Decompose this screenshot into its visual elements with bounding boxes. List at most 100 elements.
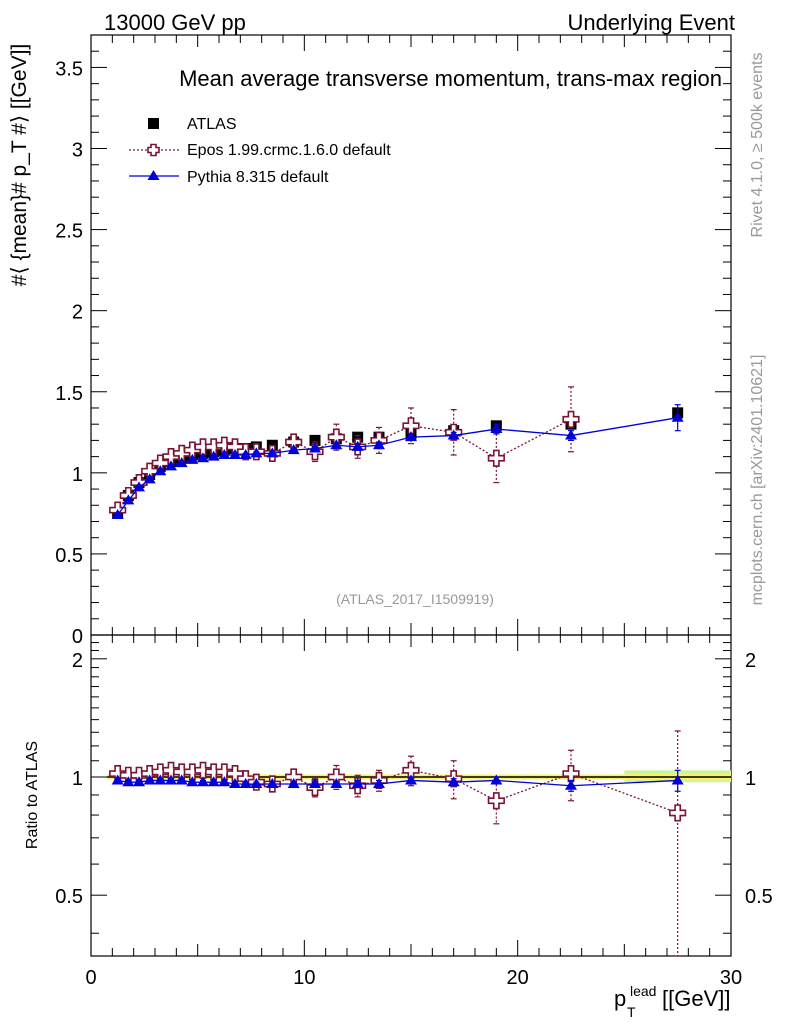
main-ytick-label: 0.5 [55,545,83,567]
pythia-point [111,509,124,519]
pythia-point [309,442,321,453]
ratio-pythia-point [239,777,252,788]
main-x-ticks [90,35,732,635]
pythia-point [186,453,199,464]
x-axis-label-unit: [[GeV]] [662,986,730,1011]
ratio-pythia-point [133,776,145,787]
reference-analysis-label: (ATLAS_2017_I1509919) [336,591,494,607]
ratio-y-ticks: 0.5 0.5 1 1 2 2 [55,642,773,934]
ratio-y-axis-label: Ratio to ATLAS [24,741,41,849]
pythia-point [133,481,145,492]
ratio-pythia-point [154,774,167,785]
legend-atlas-marker [148,118,159,129]
ratio-pythia-point [330,777,343,788]
ratio-pythia-point [671,774,684,785]
ratio-pythia-point [250,777,263,788]
ratio-pythia-point [309,777,321,788]
rivet-version-label: Rivet 4.1.0, ≥ 500k events [749,53,766,238]
ratio-panel-frame [90,634,732,957]
pythia-point [197,452,209,463]
ratio-pythia-point [186,776,199,787]
main-ytick-label: 1 [72,464,83,486]
ratio-pythia-point [373,777,385,788]
ratio-epos-point [487,792,505,810]
pythia-point [250,447,263,458]
ratio-ytick-label: 0.5 [55,886,83,908]
legend-pythia-label: Pythia 8.315 default [187,169,329,186]
main-title: Mean average transverse momentum, trans-… [179,66,722,91]
ratio-pythia-point [218,776,231,787]
pythia-point [229,449,241,459]
ratio-ytick-label-right: 2 [745,650,756,672]
ratio-series-layer [109,730,687,957]
main-y-ticks: 0 0.5 1 1.5 2 2.5 3 3.5 [55,50,731,648]
pythia-point [154,465,167,476]
pythia-point [175,457,188,468]
ratio-pythia-point [266,777,279,788]
main-series-layer [109,386,684,519]
main-ytick-label: 1.5 [55,383,83,405]
pythia-point [287,444,300,455]
pythia-point [565,429,577,440]
epos-point [487,449,505,467]
main-ytick-label: 2.5 [55,221,83,243]
legend: ATLAS Epos 1.99.crmc.1.6.0 default Pythi… [129,116,391,186]
pythia-point [218,449,231,459]
ratio-epos-point [194,761,212,779]
ratio-pythia-point [565,779,577,790]
ratio-pythia-point [143,774,156,785]
pythia-point [351,440,364,451]
xtick-label: 10 [293,967,315,989]
pythia-point [143,473,156,484]
ratio-ytick-label-right: 1 [745,768,756,790]
ratio-panel: 0.5 0.5 1 1 2 2 0 10 20 30 Ratio to ATLAS [24,634,773,989]
legend-epos-marker [147,143,160,157]
ratio-pythia-point [351,777,364,788]
pythia-point [373,439,385,450]
main-ytick-label: 0 [72,626,83,648]
pythia-point [165,460,177,471]
pythia-point [266,447,279,458]
main-ytick-label: 3.5 [55,58,83,80]
legend-epos-label: Epos 1.99.crmc.1.6.0 default [187,142,391,159]
atlas-point [309,434,321,446]
ratio-pythia-point [111,774,124,785]
ratio-epos-point [562,765,580,783]
ratio-epos-point [162,761,180,779]
x-axis-label-sub: T [627,1004,636,1020]
epos-point [562,410,580,428]
ratio-epos-point [669,804,687,822]
ratio-pythia-point [165,774,177,785]
legend-atlas-label: ATLAS [187,116,237,133]
ratio-epos-point [402,761,420,779]
pythia-point [239,449,252,459]
xtick-label: 20 [507,967,529,989]
ratio-pythia-point [405,774,417,785]
x-axis-label: p T lead [[GeV]] [614,983,730,1020]
pythia-point [490,423,503,434]
pythia-point [122,494,135,505]
main-ytick-label: 2 [72,302,83,324]
pythia-point [330,439,343,450]
ratio-pythia-point [229,777,241,788]
main-ytick-label: 3 [72,140,83,162]
main-panel: 0 0.5 1 1.5 2 2.5 3 3.5 Mean average transverse… [8,34,732,648]
energy-label: 13000 GeV pp [104,10,246,35]
ratio-pythia-point [447,776,460,787]
ratio-pythia-point [287,777,300,788]
pythia-point [405,431,417,442]
xtick-label: 30 [720,967,742,989]
main-y-axis-label: #⟨ {mean}# p_T #⟩ [[GeV]] [8,44,31,286]
ratio-ytick-label: 1 [72,768,83,790]
ratio-ytick-label: 2 [72,650,83,672]
x-axis-label-sup: lead [630,983,656,999]
ratio-epos-point [215,763,233,781]
legend-pythia-marker [147,170,160,180]
pythia-point [447,429,460,440]
ratio-pythia-point [490,774,503,785]
category-label: Underlying Event [567,10,735,35]
ratio-pythia-point [207,776,220,787]
ratio-x-ticks: 0 10 20 30 [85,635,742,989]
ratio-pythia-point [122,776,135,787]
